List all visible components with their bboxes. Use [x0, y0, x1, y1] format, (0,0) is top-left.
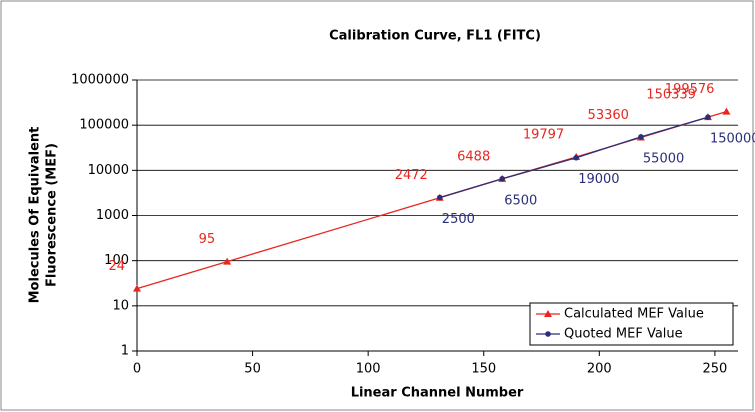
- data-label: 95: [199, 232, 216, 247]
- legend-marker: [544, 310, 552, 317]
- data-point: [133, 284, 141, 292]
- legend-label: Quoted MEF Value: [564, 327, 683, 342]
- y-axis-label: Molecules Of Equivalent Fluorescence (ME…: [28, 127, 60, 304]
- data-point: [437, 194, 443, 201]
- y-tick-label: 100: [104, 253, 129, 268]
- legend-marker: [545, 331, 551, 337]
- data-point: [705, 114, 711, 121]
- data-point: [223, 257, 232, 265]
- data-label: 19000: [578, 172, 619, 187]
- legend-label: Calculated MEF Value: [564, 307, 704, 322]
- data-point: [722, 107, 731, 115]
- data-label: 150339: [646, 88, 696, 103]
- y-axis-label-line: Fluorescence (MEF): [45, 143, 60, 287]
- y-tick-label: 1: [121, 344, 129, 359]
- data-label: 2500: [442, 212, 475, 227]
- y-tick-label: 100000: [79, 118, 129, 133]
- y-tick-label: 1000000: [71, 73, 129, 88]
- data-label: 150000: [710, 132, 755, 147]
- data-label: 53360: [588, 108, 629, 123]
- data-label: 199576: [665, 82, 715, 97]
- data-label: 55000: [643, 151, 684, 166]
- chart-title: Calibration Curve, FL1 (FITC): [329, 29, 541, 44]
- data-point: [499, 175, 506, 182]
- data-label: 24: [108, 259, 125, 274]
- legend-box: [529, 302, 734, 346]
- data-label: 19797: [523, 127, 564, 142]
- x-tick-label: 100: [356, 362, 381, 377]
- data-label: 6500: [504, 193, 537, 208]
- data-label: 6488: [457, 149, 490, 164]
- x-tick-label: 50: [244, 362, 261, 377]
- data-point: [573, 154, 579, 161]
- data-point: [638, 134, 644, 140]
- data-label: 2472: [395, 168, 428, 183]
- x-tick-label: 200: [587, 362, 612, 377]
- y-tick-label: 1000: [96, 208, 129, 223]
- x-tick-label: 150: [471, 362, 496, 377]
- x-tick-label: 250: [702, 362, 727, 377]
- y-tick-label: 10: [112, 298, 129, 313]
- x-tick-label: 0: [133, 362, 141, 377]
- x-axis-label: Linear Channel Number: [351, 386, 524, 401]
- y-tick-label: 10000: [88, 163, 129, 178]
- y-axis-label-line: Molecules Of Equivalent: [28, 127, 43, 304]
